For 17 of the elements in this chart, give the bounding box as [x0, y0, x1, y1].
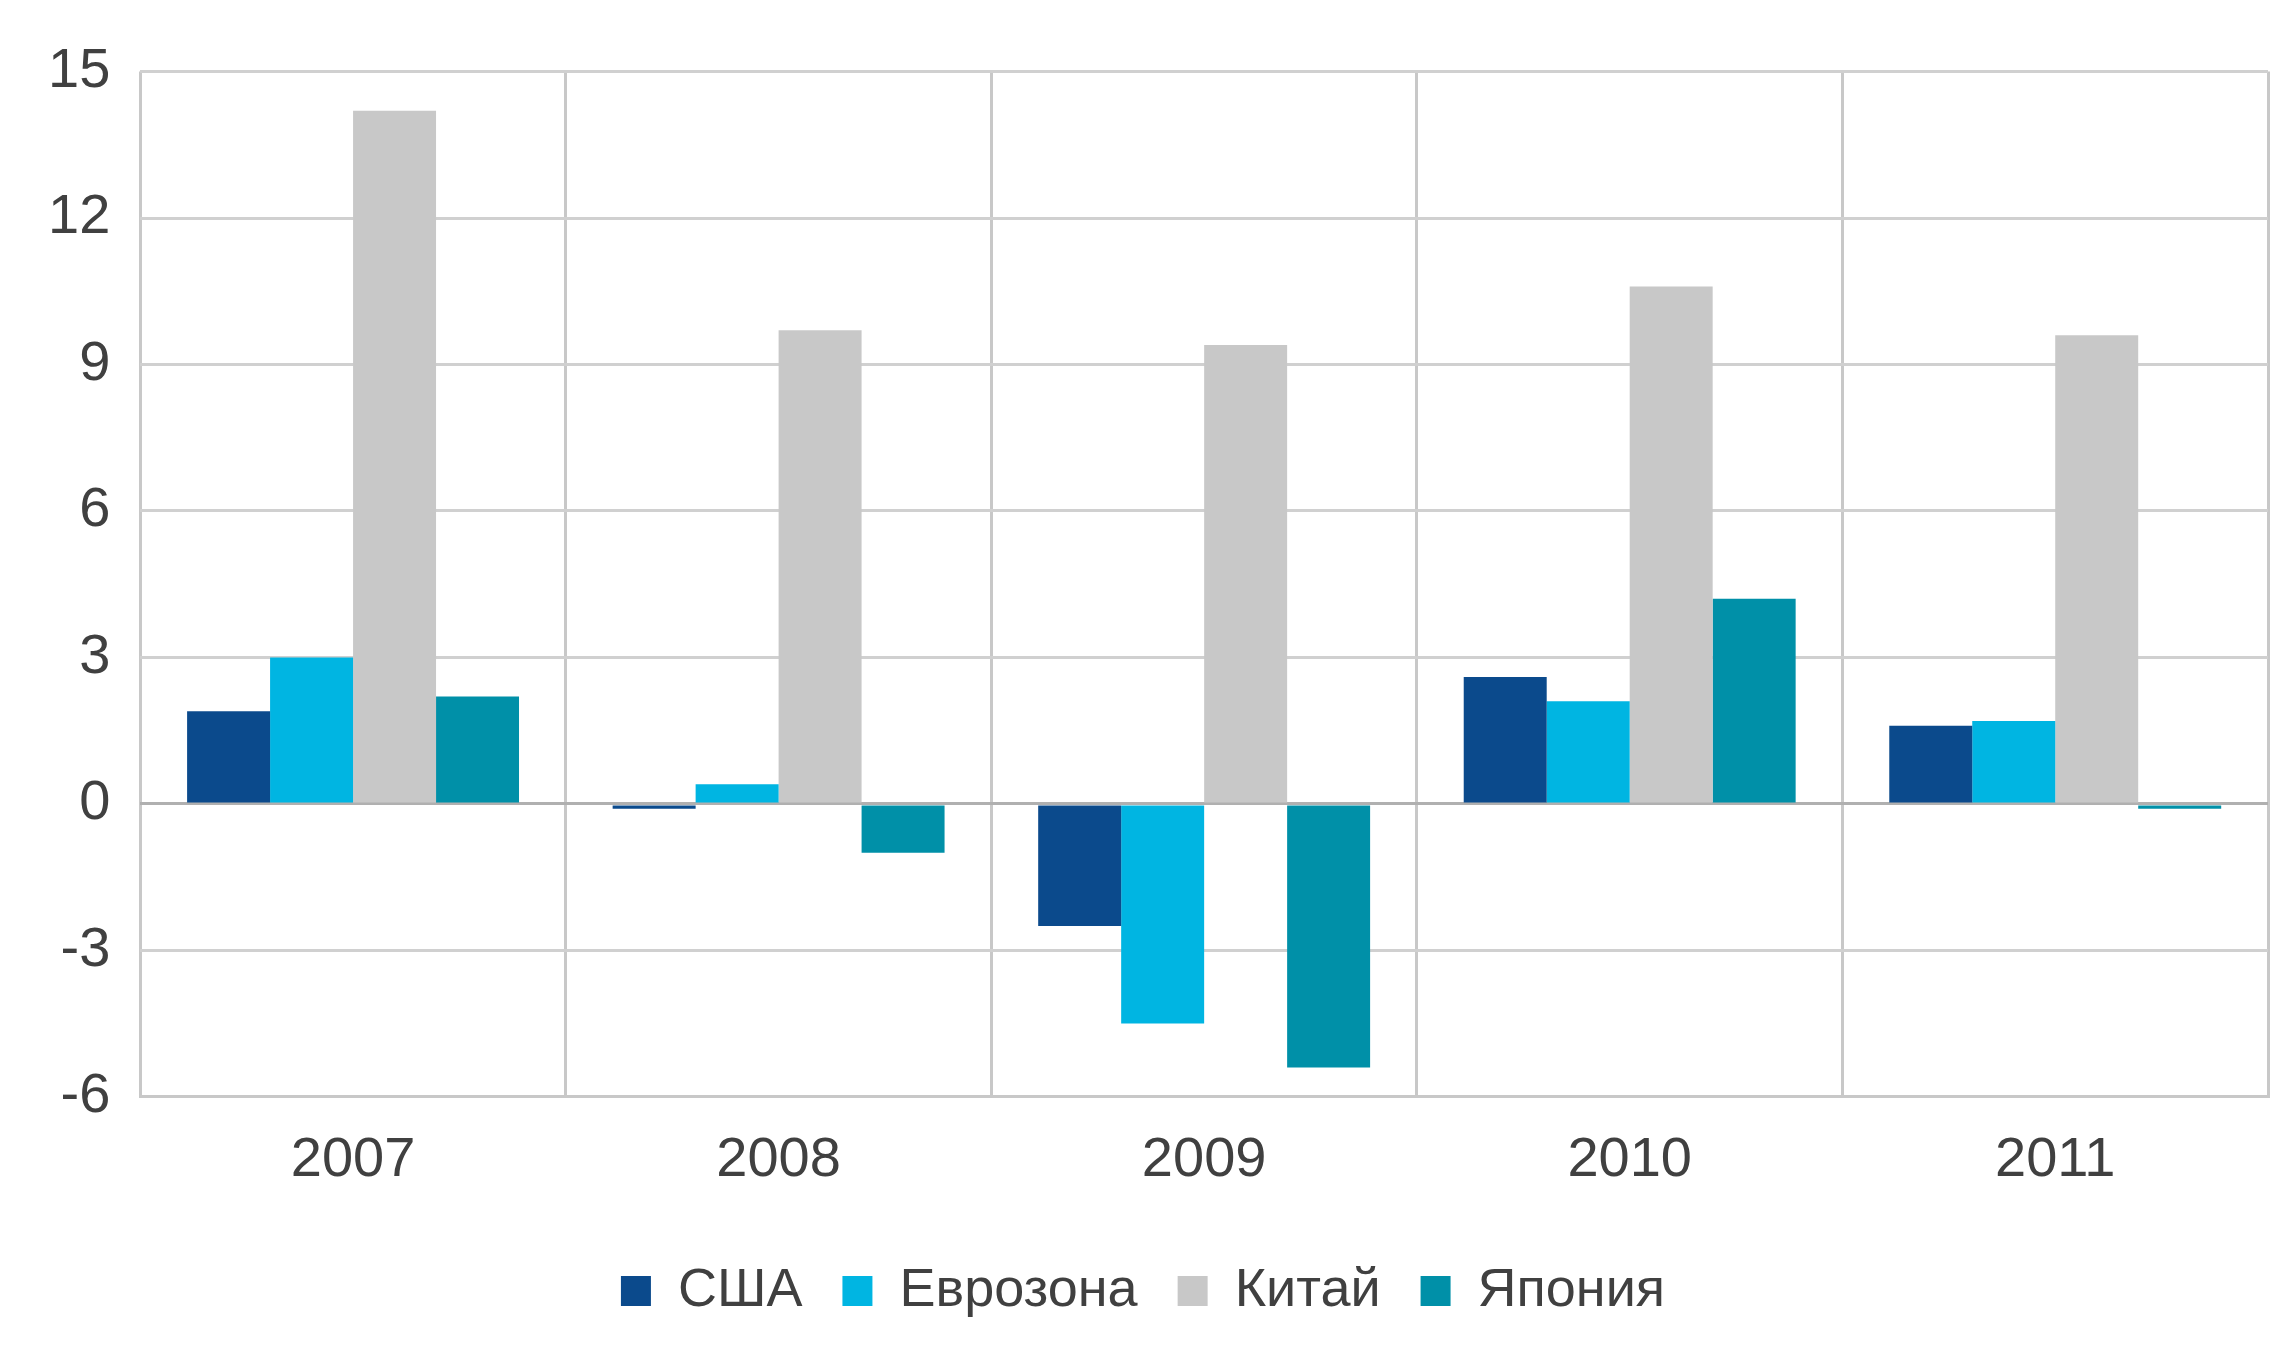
y-tick-label: 9 [79, 328, 111, 392]
y-tick-label: 0 [79, 768, 111, 832]
y-tick-label: 6 [79, 475, 111, 539]
y-tick-label: 15 [47, 36, 111, 100]
y-tick-label: 3 [79, 621, 111, 685]
y-tick-label: -3 [60, 914, 111, 978]
x-tick-label: 2010 [1567, 1124, 1692, 1188]
legend-label: Китай [1234, 1256, 1381, 1317]
legend-label: Япония [1477, 1256, 1666, 1317]
x-tick-label: 2011 [1995, 1124, 2116, 1188]
y-tick-label: 12 [47, 182, 111, 246]
x-tick-label: 2007 [290, 1124, 416, 1188]
y-tick-label: -6 [60, 1061, 111, 1125]
legend-label: Еврозона [899, 1256, 1139, 1317]
x-tick-label: 2008 [716, 1124, 841, 1188]
legend-label: США [677, 1256, 803, 1317]
x-tick-label: 2009 [1141, 1124, 1267, 1188]
